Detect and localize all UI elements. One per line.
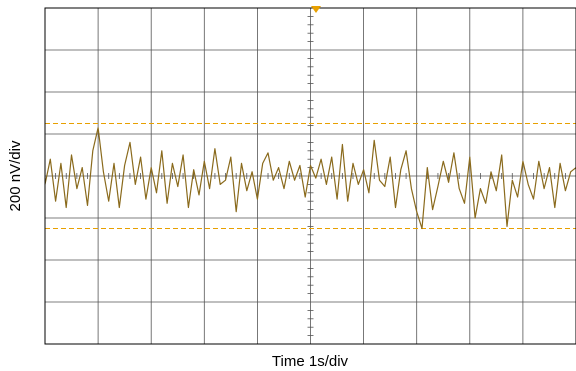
- signal-trace: [44, 127, 576, 230]
- plot-border: [44, 7, 576, 345]
- x-axis-label: Time 1s/div: [272, 353, 349, 370]
- trigger-marker-icon: [311, 6, 321, 13]
- cursor-lines: [45, 123, 576, 229]
- y-axis-label: 200 nV/div: [7, 140, 24, 211]
- grid: [45, 8, 576, 344]
